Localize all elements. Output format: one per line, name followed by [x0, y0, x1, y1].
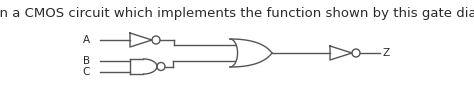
Text: C: C: [82, 67, 90, 77]
Text: B: B: [83, 56, 90, 66]
Text: Z: Z: [383, 48, 390, 58]
Text: Design a CMOS circuit which implements the function shown by this gate diagram: Design a CMOS circuit which implements t…: [0, 7, 474, 19]
Text: A: A: [83, 35, 90, 45]
